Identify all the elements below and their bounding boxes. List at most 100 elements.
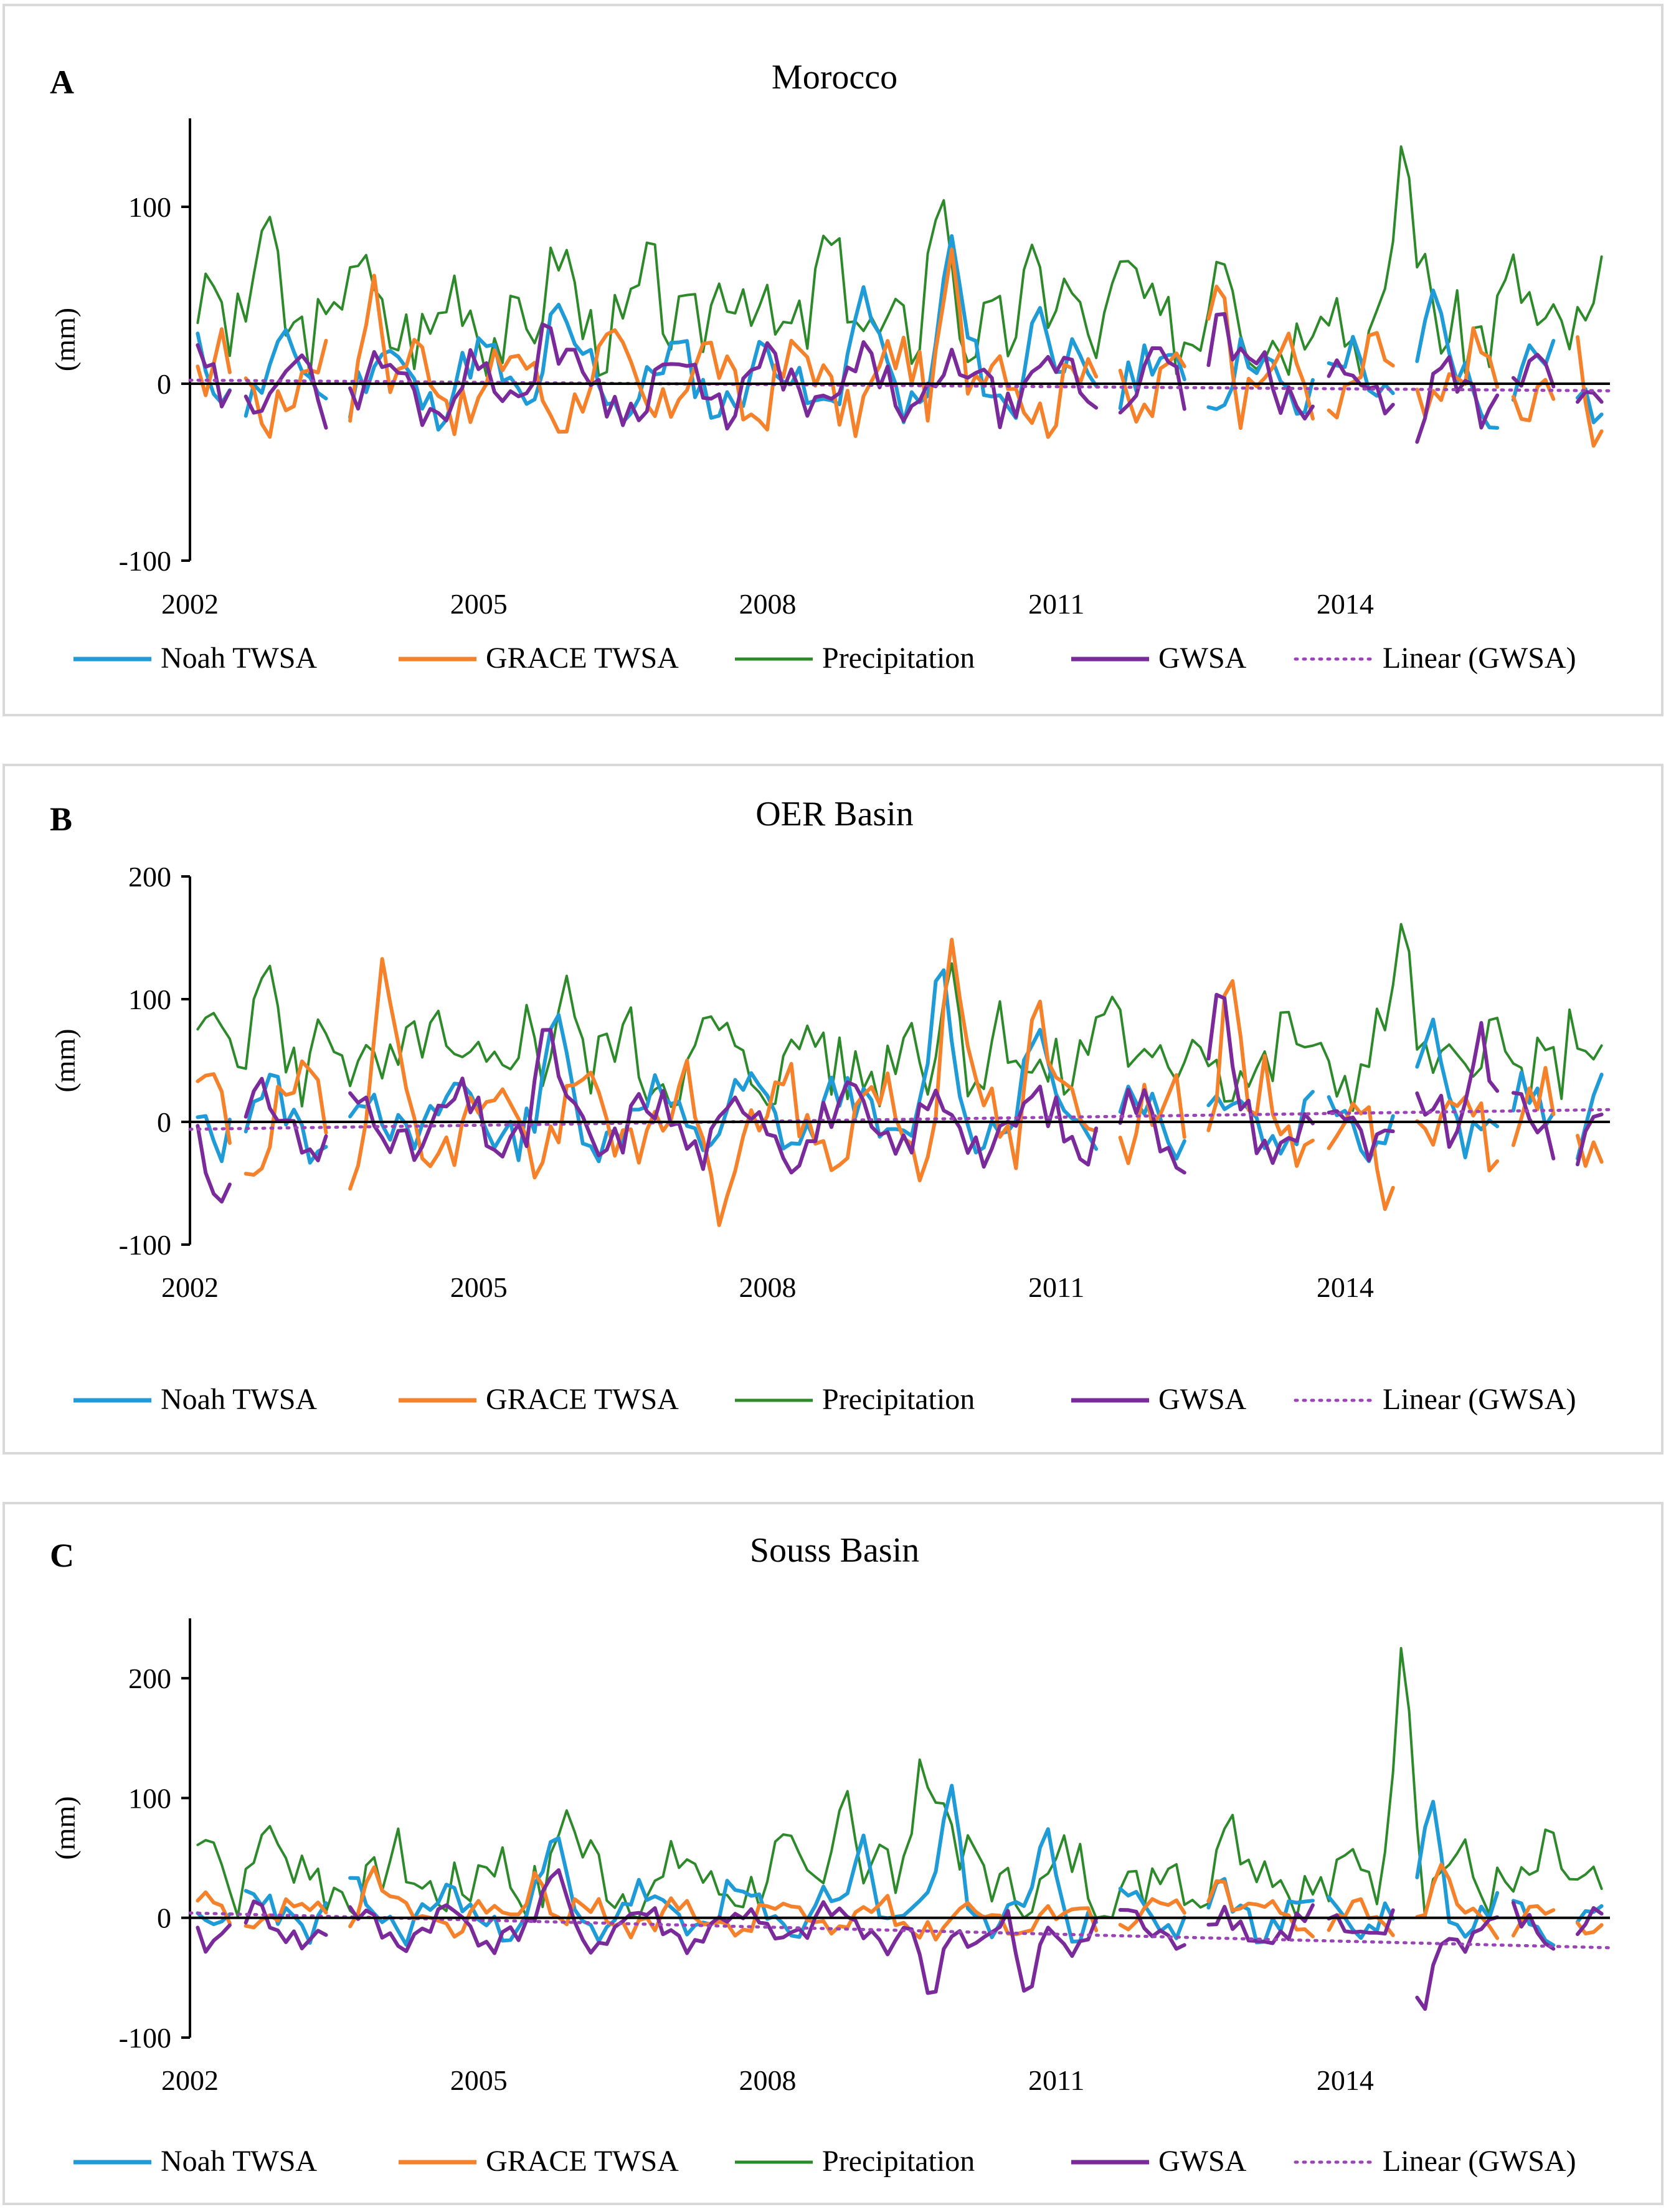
series-line-noah [1511,339,1556,402]
series-line-grace [1206,979,1315,1168]
y-tick-label: 0 [157,1902,171,1934]
y-tick-label: 0 [157,368,171,400]
y-tick-label: 0 [157,1106,171,1138]
series-line-gwsa [1118,1088,1186,1175]
series-line-noah [348,1783,1099,1947]
series-line-gwsa [1206,312,1315,420]
series-line-noah [1576,387,1604,425]
series-line-gwsa [1415,1915,1500,2011]
legend-label-gwsa: GWSA [1158,642,1247,675]
panel-frame [2,764,1664,1455]
legend-label-noah: Noah TWSA [161,1383,317,1416]
x-tick-label: 2014 [1317,2064,1374,2096]
chart-title: Souss Basin [750,1531,919,1570]
series-line-gwsa [244,353,328,430]
legend-label-precip: Precipitation [822,2145,975,2178]
series-line-gwsa [348,322,1099,431]
x-tick-label: 2008 [739,2064,796,2096]
series-line-grace [1415,1094,1500,1173]
series-line-gwsa [1511,1091,1556,1161]
series-line-noah [196,1114,232,1164]
series-line-grace [1206,1879,1315,1939]
series-line-gwsa [1576,1113,1604,1167]
series-line-grace [348,1865,1099,1942]
series-line-grace [1327,331,1395,420]
series-line-noah [1206,1089,1315,1156]
series-line-grace [244,1897,328,1930]
legend-label-grace: GRACE TWSA [486,1383,679,1416]
series-line-grace [244,1059,328,1177]
series-line-grace [1118,1897,1186,1932]
panel-letter: C [50,1537,74,1574]
x-tick-label: 2002 [161,588,219,620]
series-line-grace [1118,351,1186,424]
series-line-precip [196,923,1603,1113]
series-line-grace [1118,1073,1186,1165]
x-tick-label: 2005 [450,588,508,620]
series-line-grace [196,1072,232,1145]
legend-label-gwsa: GWSA [1158,2145,1247,2178]
series-line-gwsa [1327,1908,1395,1936]
panel-letter: A [50,64,74,101]
y-axis-title: (mm) [49,1028,81,1092]
series-line-grace [1415,1863,1500,1940]
series-line-gwsa [1576,390,1604,404]
y-tick-label: 200 [128,1663,171,1694]
x-tick-label: 2005 [450,2064,508,2096]
legend-label-gwsa: GWSA [1158,1383,1247,1416]
panel-frame [2,4,1664,716]
x-tick-label: 2005 [450,1271,508,1303]
y-tick-label: -100 [119,2022,171,2054]
y-axis-title: (mm) [49,308,81,371]
series-line-noah [244,1889,328,1945]
series-line-linear-gwsa [188,378,1612,392]
x-tick-label: 2002 [161,2064,219,2096]
series-line-gwsa [1511,1901,1556,1951]
x-tick-label: 2002 [161,1271,219,1303]
y-tick-label: 100 [128,1782,171,1814]
panel-frame [2,1502,1664,2205]
series-line-gwsa [196,343,232,409]
series-line-grace [1576,335,1604,448]
y-tick-label: -100 [119,545,171,577]
series-line-grace [1415,326,1500,419]
x-tick-label: 2011 [1028,1271,1084,1303]
y-tick-label: 200 [128,861,171,893]
legend-label-linear: Linear (GWSA) [1383,1383,1576,1416]
series-line-grace [1327,1101,1395,1211]
legend-label-noah: Noah TWSA [161,642,317,675]
chart-panel-A: A Morocco -100 0 100 (mm) 2002 2005 2008 2011 2014… [2,4,1664,716]
y-tick-label: 100 [128,984,171,1015]
series-line-gwsa [1576,1906,1604,1936]
panel-letter: B [50,800,72,838]
legend-label-noah: Noah TWSA [161,2145,317,2178]
legend-label-linear: Linear (GWSA) [1383,2145,1576,2178]
legend-label-linear: Linear (GWSA) [1383,642,1576,675]
series-line-gwsa [1206,992,1315,1165]
y-tick-label: -100 [119,1229,171,1261]
series-line-gwsa [196,1124,232,1204]
series-line-noah [1415,1800,1500,1939]
series-line-gwsa [348,1868,1099,1995]
series-line-noah [1206,336,1315,416]
legend-label-precip: Precipitation [822,1383,975,1416]
chart-panel-B: B OER Basin -100 0 100 200 (mm) 2002 2005 2008 201… [2,764,1664,1455]
series-line-linear-gwsa [188,1108,1612,1131]
series-line-grace [196,1890,232,1925]
x-tick-label: 2014 [1317,1271,1374,1303]
series-line-grace [1206,284,1315,430]
legend-label-grace: GRACE TWSA [486,2145,679,2178]
legend-label-grace: GRACE TWSA [486,642,679,675]
series-line-gwsa [196,1923,232,1954]
y-axis-title: (mm) [49,1796,81,1859]
x-tick-label: 2014 [1317,588,1374,620]
chart-panel-C: C Souss Basin -100 0 100 200 (mm) 2002 2005 2008 2… [2,1502,1664,2205]
legend-label-precip: Precipitation [822,642,975,675]
x-tick-label: 2008 [739,1271,796,1303]
chart-title: OER Basin [755,795,914,833]
series-line-gwsa [244,1076,328,1162]
y-tick-label: 100 [128,191,171,223]
series-line-gwsa [1118,346,1186,415]
series-line-gwsa [1327,358,1395,415]
